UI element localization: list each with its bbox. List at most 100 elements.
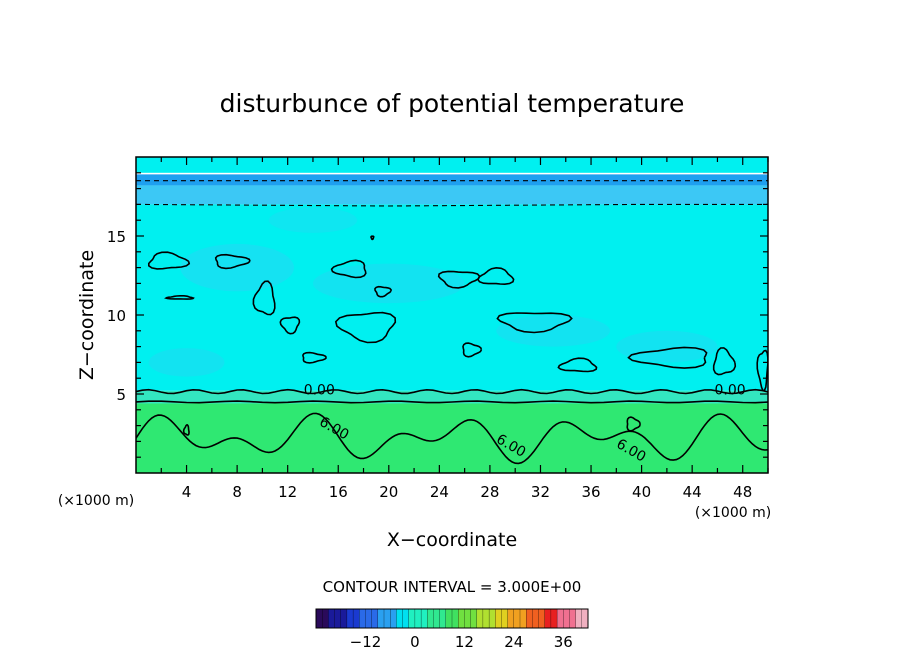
contour-cell-15 bbox=[164, 295, 195, 300]
colorbar-cell bbox=[383, 608, 391, 629]
contour-cell-18 bbox=[626, 416, 641, 432]
field-patch-5 bbox=[268, 207, 358, 233]
x-tick-label: 4 bbox=[182, 483, 192, 501]
colorbar-cell bbox=[315, 608, 323, 629]
x-tick-label: 20 bbox=[379, 483, 398, 501]
colorbar-tick-label: 24 bbox=[504, 633, 523, 651]
colorbar-cell bbox=[328, 608, 335, 629]
colorbar-cell bbox=[538, 608, 546, 629]
contour-cell-1 bbox=[214, 253, 251, 270]
contour-cell-0 bbox=[148, 251, 191, 270]
contour-cell-4 bbox=[330, 259, 367, 279]
colorbar-cell bbox=[488, 608, 496, 629]
colorbar-cell bbox=[439, 608, 447, 629]
colorbar-cell bbox=[501, 608, 509, 629]
contour-cell-2 bbox=[252, 280, 276, 316]
colorbar-frame bbox=[315, 608, 589, 629]
colorbar-cell bbox=[464, 608, 471, 629]
contour-cell-8 bbox=[476, 266, 515, 286]
contour-cell-11 bbox=[627, 346, 708, 369]
x-tick-label: 36 bbox=[581, 483, 600, 501]
colorbar bbox=[315, 608, 589, 629]
field-layer-1 bbox=[136, 174, 768, 186]
x-tick-label: 16 bbox=[329, 483, 348, 501]
x-axis: 4 8 12 16 20 24 28 32 36 40 44 48 bbox=[160, 157, 769, 501]
colorbar-cell bbox=[550, 608, 558, 629]
y-axis: 5 10 15 bbox=[107, 172, 768, 458]
colorbar-cell bbox=[334, 608, 342, 629]
colorbar-cell bbox=[352, 608, 360, 629]
colorbar-tick-label: 36 bbox=[554, 633, 573, 651]
contour-cell-12 bbox=[462, 342, 483, 358]
contour-dashed-lower bbox=[136, 203, 768, 207]
colorbar-cell bbox=[433, 608, 441, 629]
field-patch-3 bbox=[148, 348, 225, 377]
contour-cell-17 bbox=[756, 349, 768, 392]
colorbar-cell bbox=[532, 608, 539, 629]
colorbar-cell bbox=[476, 608, 484, 629]
colorbar-cell bbox=[414, 608, 422, 629]
field-layer-2 bbox=[136, 185, 768, 205]
colorbar-cell bbox=[365, 608, 373, 629]
plot-area bbox=[136, 157, 768, 473]
colorbar-tick-label: 12 bbox=[455, 633, 474, 651]
contour-cell-9 bbox=[496, 312, 573, 334]
chart-title: disturbunce of potential temperature bbox=[220, 89, 685, 118]
x-tick-label: 44 bbox=[683, 483, 702, 501]
colorbar-cell bbox=[451, 608, 459, 629]
colorbar-cell bbox=[495, 608, 502, 629]
x-axis-label: X−coordinate bbox=[387, 529, 517, 551]
contour-cell-14 bbox=[370, 235, 375, 241]
colorbar-cell bbox=[340, 608, 348, 629]
colorbar-cell bbox=[581, 608, 589, 629]
field-layer-4 bbox=[136, 390, 768, 404]
field-layer-0 bbox=[136, 157, 768, 173]
x-unit-left: (×1000 m) bbox=[58, 493, 134, 509]
x-tick-label: 24 bbox=[430, 483, 449, 501]
x-tick-label: 48 bbox=[733, 483, 752, 501]
x-tick-label: 28 bbox=[480, 483, 499, 501]
x-unit-right: (×1000 m) bbox=[695, 505, 771, 521]
contour-cell-13 bbox=[302, 351, 328, 364]
y-tick-label: 10 bbox=[107, 307, 126, 325]
colorbar-cell bbox=[569, 608, 577, 629]
colorbar-cell bbox=[575, 608, 583, 629]
x-tick-label: 12 bbox=[278, 483, 297, 501]
colorbar-cell bbox=[507, 608, 515, 629]
contour-cell-10 bbox=[557, 357, 598, 373]
y-tick-label: 15 bbox=[107, 228, 126, 246]
x-tick-label: 40 bbox=[632, 483, 651, 501]
colorbar-cell bbox=[519, 608, 527, 629]
colorbar-cell bbox=[371, 608, 379, 629]
colorbar-cell bbox=[556, 608, 564, 629]
colorbar-cell bbox=[513, 608, 521, 629]
colorbar-cell bbox=[390, 608, 397, 629]
colorbar-cell bbox=[346, 608, 354, 629]
colorbar-cell bbox=[482, 608, 490, 629]
contour-six bbox=[136, 412, 768, 465]
colorbar-cell bbox=[408, 608, 416, 629]
contour-label-0: 0.00 bbox=[304, 382, 335, 398]
colorbar-cell bbox=[359, 608, 366, 629]
colorbar-cell bbox=[377, 608, 385, 629]
contour-interval-label: CONTOUR INTERVAL = 3.000E+00 bbox=[323, 578, 582, 596]
colorbar-cell bbox=[427, 608, 434, 629]
colorbar-cell bbox=[445, 608, 453, 629]
colorbar-cell bbox=[322, 608, 329, 629]
contour-lower bbox=[136, 400, 768, 404]
colorbar-tick-label: 0 bbox=[410, 633, 420, 651]
contour-cell-3 bbox=[279, 316, 301, 335]
colorbar-cell bbox=[470, 608, 478, 629]
contour-zero bbox=[136, 388, 768, 395]
contour-cell-5 bbox=[334, 311, 397, 344]
contour-cell-16 bbox=[712, 347, 737, 376]
contour-cell-7 bbox=[437, 270, 481, 289]
field-patch-2 bbox=[496, 315, 610, 347]
colorbar-cell bbox=[402, 608, 410, 629]
field-layer-3 bbox=[136, 204, 768, 391]
y-tick-label: 5 bbox=[116, 386, 126, 404]
y-axis-label: Z−coordinate bbox=[76, 250, 98, 380]
colorbar-cell bbox=[458, 608, 465, 629]
colorbar-cell bbox=[526, 608, 533, 629]
